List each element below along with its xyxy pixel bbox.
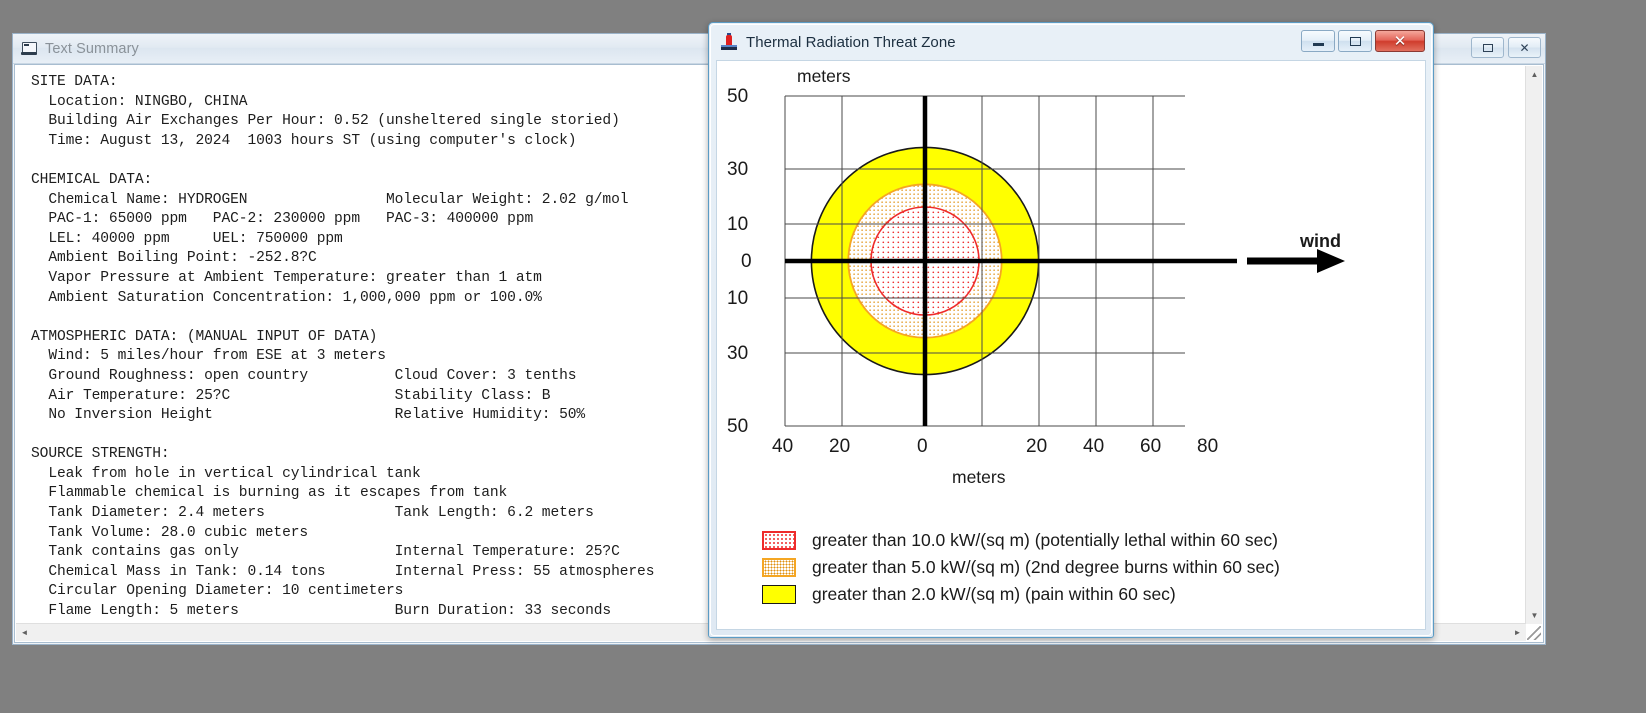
- xtick-40: 40: [1083, 436, 1105, 457]
- scroll-down-icon[interactable]: ▼: [1530, 611, 1539, 620]
- xtick-0: 0: [917, 436, 928, 457]
- legend-item-burns: greater than 5.0 kW/(sq m) (2nd degree b…: [762, 554, 1422, 581]
- legend-swatch-pain: [762, 585, 796, 604]
- xtick-minus40: 40: [772, 436, 794, 457]
- ytick-50-top: 50: [727, 86, 749, 107]
- ytick-0: 0: [741, 251, 752, 272]
- threat-zone-plot: [784, 95, 1345, 427]
- maximize-icon: [1349, 36, 1361, 46]
- legend-swatch-lethal: [762, 531, 796, 550]
- legend-label-burns: greater than 5.0 kW/(sq m) (2nd degree b…: [812, 557, 1280, 577]
- maximize-button[interactable]: [1338, 30, 1372, 52]
- threat-window-titlebar[interactable]: Thermal Radiation Threat Zone ✕: [709, 23, 1433, 61]
- xtick-minus20: 20: [829, 436, 851, 457]
- resize-grip[interactable]: [1527, 626, 1541, 640]
- x-axis-label: meters: [952, 467, 1006, 487]
- xtick-20: 20: [1026, 436, 1048, 457]
- thermal-chemical-icon: [720, 33, 738, 51]
- plot-gridlines-horizontal: [785, 95, 1185, 427]
- close-icon: ✕: [1519, 40, 1530, 55]
- ytick-50-bottom: 50: [727, 416, 749, 437]
- legend-item-pain: greater than 2.0 kW/(sq m) (pain within …: [762, 581, 1422, 608]
- y-axis-label: meters: [797, 66, 851, 86]
- wind-arrow: [1247, 249, 1345, 273]
- wind-label: wind: [1300, 231, 1341, 251]
- minimize-button[interactable]: [1301, 30, 1335, 52]
- restore-icon: [1482, 43, 1493, 52]
- ytick-30-bottom: 30: [727, 343, 749, 364]
- text-summary-window-buttons: ✕: [1471, 37, 1541, 58]
- thermal-radiation-threat-zone-window[interactable]: Thermal Radiation Threat Zone ✕: [708, 22, 1434, 638]
- summary-text: SITE DATA: Location: NINGBO, CHINA Build…: [31, 74, 655, 618]
- close-button[interactable]: ✕: [1375, 30, 1425, 52]
- text-summary-icon: [21, 41, 38, 56]
- vertical-scrollbar[interactable]: ▲ ▼: [1525, 66, 1542, 624]
- minimize-icon: [1312, 43, 1324, 46]
- legend-label-pain: greater than 2.0 kW/(sq m) (pain within …: [812, 584, 1176, 604]
- scroll-up-icon[interactable]: ▲: [1530, 70, 1539, 79]
- xtick-60: 60: [1140, 436, 1162, 457]
- legend-swatch-burns: [762, 558, 796, 577]
- ytick-30-top: 30: [727, 159, 749, 180]
- scroll-left-icon[interactable]: ◄: [20, 628, 29, 637]
- plot-legend: greater than 10.0 kW/(sq m) (potentially…: [762, 527, 1422, 608]
- legend-label-lethal: greater than 10.0 kW/(sq m) (potentially…: [812, 530, 1278, 550]
- threat-zone-plot-canvas[interactable]: 50 30 10 0 10 30 50 40 20 0 20 40 60 80 …: [716, 60, 1426, 630]
- threat-window-buttons: ✕: [1301, 30, 1425, 52]
- scroll-right-icon[interactable]: ►: [1513, 628, 1522, 637]
- text-summary-title: Text Summary: [45, 40, 139, 57]
- threat-window-title: Thermal Radiation Threat Zone: [746, 33, 956, 51]
- ytick-10-top: 10: [727, 214, 749, 235]
- legend-item-lethal: greater than 10.0 kW/(sq m) (potentially…: [762, 527, 1422, 554]
- ytick-10-bottom: 10: [727, 288, 749, 309]
- close-button[interactable]: ✕: [1508, 37, 1541, 58]
- xtick-80: 80: [1197, 436, 1219, 457]
- close-icon: ✕: [1393, 31, 1407, 50]
- restore-button[interactable]: [1471, 37, 1504, 58]
